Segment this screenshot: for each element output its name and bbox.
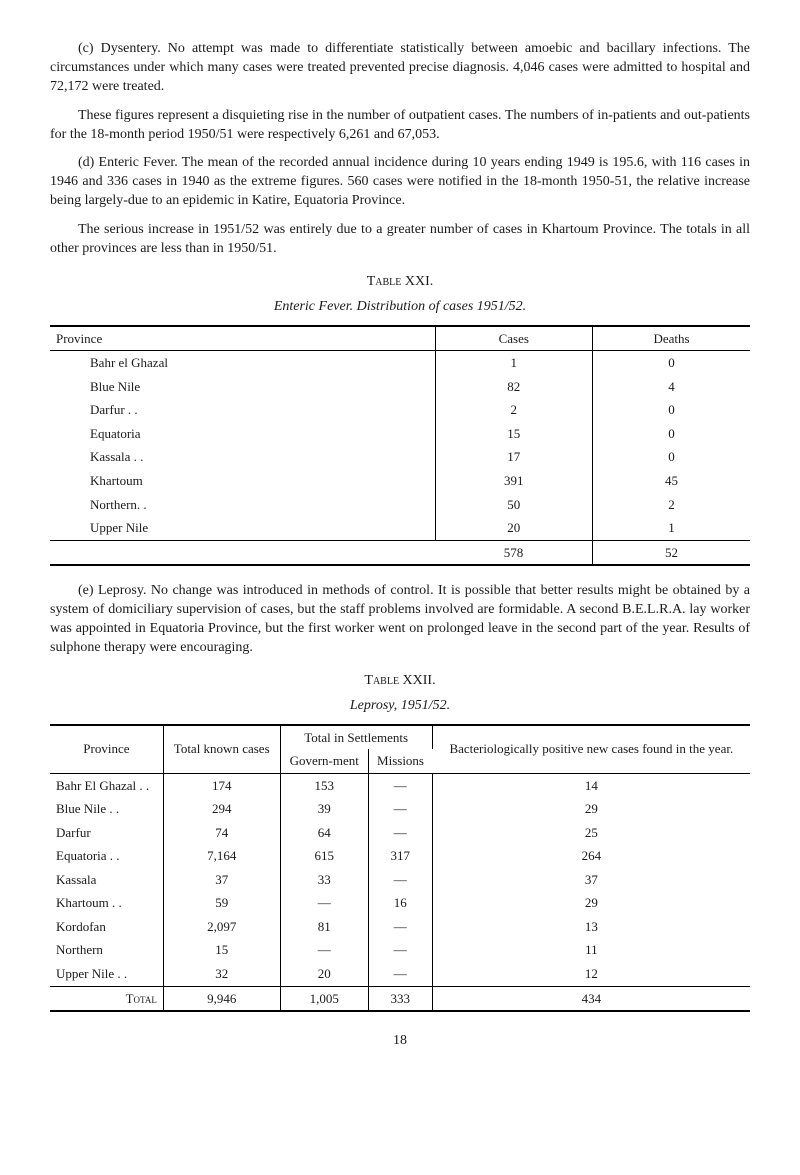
th-cases: Cases [435,326,593,351]
row-deaths: 0 [593,351,751,375]
th-missions: Missions [368,749,432,773]
total-cases: 578 [435,540,593,565]
th-gov: Govern-ment [280,749,368,773]
row-gov: 615 [280,844,368,868]
page-number: 18 [50,1032,750,1051]
row-cases: 82 [435,375,593,399]
paragraph-khartoum: The serious increase in 1951/52 was enti… [50,221,750,259]
paragraph-enteric: (d) Enteric Fever. The mean of the recor… [50,154,750,211]
th-settlements: Total in Settlements [280,725,432,750]
row-miss: — [368,821,432,845]
row-gov: 64 [280,821,368,845]
row-cases: 17 [435,445,593,469]
row-known: 32 [163,962,280,986]
row-label: Blue Nile [50,375,435,399]
row-label: Darfur [50,821,163,845]
row-deaths: 4 [593,375,751,399]
total-gov: 1,005 [280,986,368,1011]
row-label: Darfur . . [50,398,435,422]
row-known: 174 [163,773,280,797]
row-gov: 39 [280,797,368,821]
row-label: Kassala [50,868,163,892]
row-deaths: 0 [593,422,751,446]
row-label: Equatoria . . [50,844,163,868]
row-bact: 264 [432,844,750,868]
row-bact: 25 [432,821,750,845]
row-label: Upper Nile . . [50,962,163,986]
row-cases: 2 [435,398,593,422]
row-miss: — [368,915,432,939]
row-bact: 11 [432,938,750,962]
row-miss: — [368,773,432,797]
row-cases: 15 [435,422,593,446]
total-blank [50,540,435,565]
row-deaths: 1 [593,516,751,540]
paragraph-dysentery: (c) Dysentery. No attempt was made to di… [50,40,750,97]
table21-title: Table XXI. [50,273,750,292]
table-leprosy: Province Total known cases Total in Sett… [50,724,750,1013]
row-bact: 29 [432,891,750,915]
row-gov: 20 [280,962,368,986]
row-bact: 12 [432,962,750,986]
row-gov: 153 [280,773,368,797]
row-known: 7,164 [163,844,280,868]
total-miss: 333 [368,986,432,1011]
row-gov: — [280,938,368,962]
row-label: Blue Nile . . [50,797,163,821]
row-known: 15 [163,938,280,962]
row-miss: 317 [368,844,432,868]
row-deaths: 0 [593,398,751,422]
table21-subtitle: Enteric Fever. Distribution of cases 195… [50,298,750,317]
row-miss: 16 [368,891,432,915]
row-bact: 29 [432,797,750,821]
row-bact: 13 [432,915,750,939]
total-deaths: 52 [593,540,751,565]
row-label: Upper Nile [50,516,435,540]
row-known: 74 [163,821,280,845]
table-enteric-fever: Province Cases Deaths Bahr el Ghazal10 B… [50,325,750,566]
row-label: Bahr El Ghazal . . [50,773,163,797]
row-gov: 81 [280,915,368,939]
row-known: 59 [163,891,280,915]
row-miss: — [368,868,432,892]
paragraph-outpatient: These figures represent a disquieting ri… [50,107,750,145]
th-bact: Bacteriologically positive new cases fou… [432,725,750,774]
row-bact: 37 [432,868,750,892]
table22-title: Table XXII. [50,672,750,691]
row-label: Kassala . . [50,445,435,469]
row-gov: 33 [280,868,368,892]
row-label: Bahr el Ghazal [50,351,435,375]
row-known: 37 [163,868,280,892]
table22-subtitle: Leprosy, 1951/52. [50,697,750,716]
row-label: Equatoria [50,422,435,446]
row-miss: — [368,938,432,962]
row-known: 294 [163,797,280,821]
row-miss: — [368,962,432,986]
th-deaths: Deaths [593,326,751,351]
row-known: 2,097 [163,915,280,939]
th-province: Province [50,725,163,774]
row-label: Northern. . [50,493,435,517]
row-label: Kordofan [50,915,163,939]
row-cases: 391 [435,469,593,493]
row-deaths: 0 [593,445,751,469]
total-label: Total [50,986,163,1011]
row-cases: 1 [435,351,593,375]
paragraph-leprosy: (e) Leprosy. No change was introduced in… [50,582,750,658]
row-gov: — [280,891,368,915]
th-province: Province [50,326,435,351]
row-cases: 20 [435,516,593,540]
row-label: Khartoum [50,469,435,493]
total-bact: 434 [432,986,750,1011]
row-cases: 50 [435,493,593,517]
row-label: Northern [50,938,163,962]
total-known: 9,946 [163,986,280,1011]
row-deaths: 2 [593,493,751,517]
th-total-known: Total known cases [163,725,280,774]
row-bact: 14 [432,773,750,797]
row-label: Khartoum . . [50,891,163,915]
row-miss: — [368,797,432,821]
row-deaths: 45 [593,469,751,493]
